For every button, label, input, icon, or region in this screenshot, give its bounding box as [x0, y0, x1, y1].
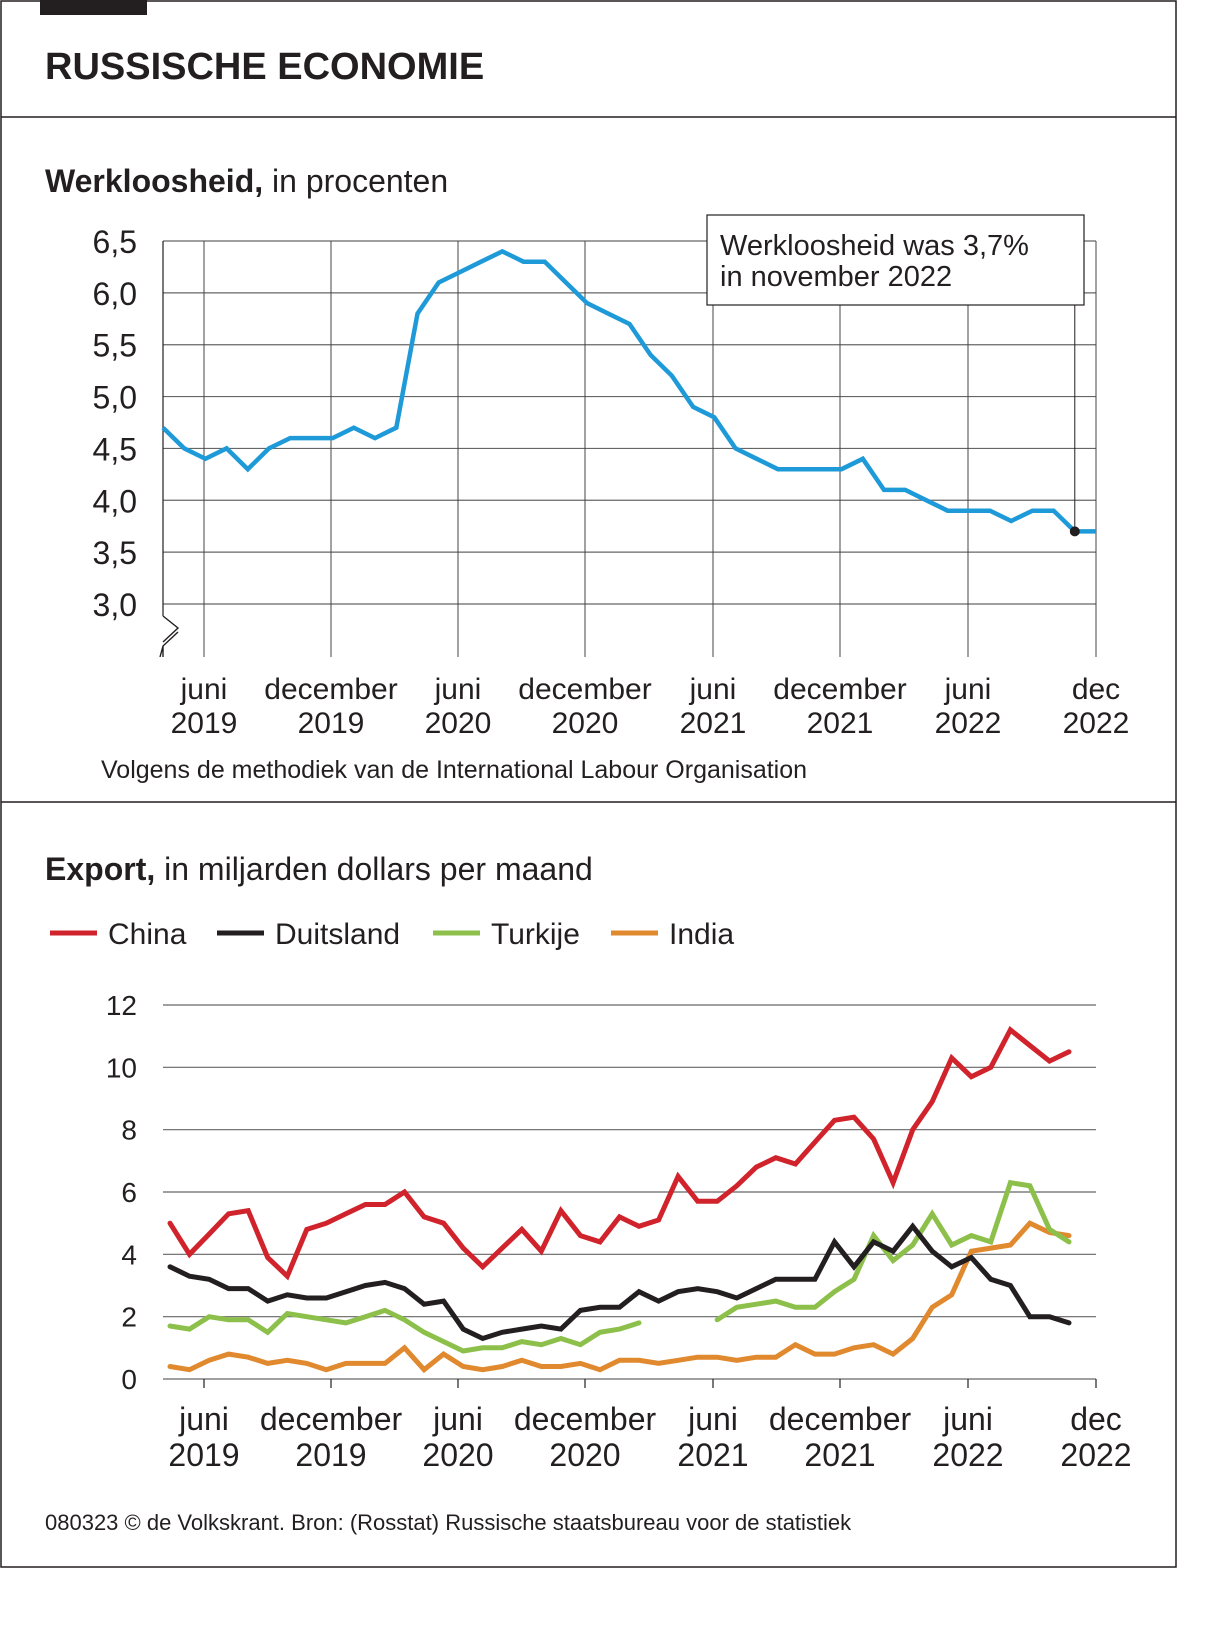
x-tick-label: december: [260, 1401, 403, 1437]
y-tick-label: 4,0: [93, 483, 137, 519]
x-tick-label: 2019: [295, 1437, 366, 1473]
series-line-china: [167, 1026, 1072, 1281]
annotation-line1: Werkloosheid was 3,7%: [720, 230, 1029, 262]
x-tick-label: 2021: [804, 1437, 875, 1473]
page-title: RUSSISCHE ECONOMIE: [45, 46, 484, 88]
legend-label-china: China: [108, 918, 187, 951]
export-chart: 121086420juni2019december2019juni2020dec…: [106, 990, 1132, 1473]
x-tick-label: juni: [178, 1401, 229, 1437]
x-tick-label: 2019: [168, 1437, 239, 1473]
chart1-title: Werkloosheid, in procenten: [45, 163, 448, 199]
y-tick-label: 6: [121, 1177, 137, 1208]
chart1-title-rest: in procenten: [263, 163, 448, 199]
x-tick-label: 2020: [422, 1437, 493, 1473]
series-line-duitsland: [167, 1222, 1072, 1342]
annotation-box: Werkloosheid was 3,7% in november 2022: [706, 214, 1085, 306]
x-tick-label: 2020: [552, 707, 619, 740]
unemployment-chart: 6,56,05,55,04,54,03,53,0juni2019december…: [93, 224, 1130, 740]
series-line-india: [167, 1220, 1072, 1374]
x-tick-label: juni: [180, 673, 228, 706]
x-tick-label: juni: [687, 1401, 738, 1437]
x-tick-label: december: [773, 673, 906, 706]
x-tick-label: juni: [689, 673, 737, 706]
x-tick-label: juni: [434, 673, 482, 706]
chart1-title-bold: Werkloosheid,: [45, 163, 263, 199]
unemployment-line: [161, 248, 1096, 534]
x-tick-label: 2020: [549, 1437, 620, 1473]
y-tick-label: 2: [121, 1302, 137, 1333]
chart2-title: Export, in miljarden dollars per maand: [45, 851, 593, 887]
chart2-title-rest: in miljarden dollars per maand: [155, 851, 593, 887]
axis-break-icon: [159, 615, 180, 658]
y-tick-label: 5,0: [93, 380, 137, 416]
y-tick-label: 3,0: [93, 587, 137, 623]
x-tick-label: 2022: [932, 1437, 1003, 1473]
x-tick-label: 2021: [807, 707, 874, 740]
x-tick-label: 2020: [425, 707, 492, 740]
x-tick-label: december: [264, 673, 397, 706]
y-tick-label: 8: [121, 1115, 137, 1146]
legend: China Duitsland Turkije India: [50, 918, 734, 951]
x-tick-label: 2022: [935, 707, 1002, 740]
footer-credit: 080323 © de Volkskrant. Bron: (Rosstat) …: [45, 1510, 852, 1535]
y-tick-label: 4,5: [93, 431, 137, 467]
x-tick-label: december: [514, 1401, 657, 1437]
y-tick-label: 10: [106, 1052, 137, 1083]
x-tick-label: dec: [1072, 673, 1120, 706]
y-tick-label: 3,5: [93, 535, 137, 571]
y-tick-label: 0: [121, 1364, 137, 1395]
x-tick-label: 2021: [680, 707, 747, 740]
x-tick-label: 2019: [171, 707, 238, 740]
header-accent-bar: [40, 0, 147, 15]
y-tick-label: 6,5: [93, 224, 137, 260]
chart2-title-bold: Export,: [45, 851, 155, 887]
legend-label-india: India: [669, 918, 734, 951]
series-line-turkije: [167, 1179, 1072, 1354]
legend-label-turkije: Turkije: [491, 918, 580, 951]
x-tick-label: dec: [1070, 1401, 1122, 1437]
x-tick-label: 2021: [677, 1437, 748, 1473]
y-tick-label: 12: [106, 990, 137, 1021]
x-tick-label: december: [518, 673, 651, 706]
chart1-caption: Volgens de methodiek van de Internationa…: [101, 756, 807, 784]
annotation-line2: in november 2022: [720, 261, 952, 293]
y-tick-label: 6,0: [93, 276, 137, 312]
x-tick-label: juni: [942, 1401, 993, 1437]
x-tick-label: 2019: [298, 707, 365, 740]
x-tick-label: juni: [944, 673, 992, 706]
x-tick-label: 2022: [1063, 707, 1130, 740]
y-tick-label: 4: [121, 1239, 137, 1270]
x-tick-label: juni: [432, 1401, 483, 1437]
x-tick-label: december: [769, 1401, 912, 1437]
x-tick-label: 2022: [1060, 1437, 1131, 1473]
legend-label-duitsland: Duitsland: [275, 918, 400, 951]
y-tick-label: 5,5: [93, 328, 137, 364]
highlight-point: [1069, 526, 1080, 537]
